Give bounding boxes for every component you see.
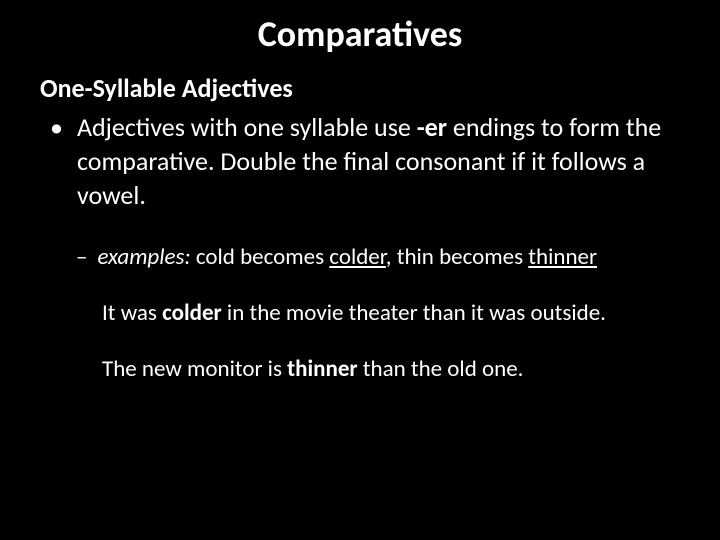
examples-u2: thinner: [528, 243, 597, 271]
bullet-bold-er: -er: [417, 111, 447, 143]
slide-title: Comparatives: [40, 12, 680, 56]
examples-t1: cold becomes: [191, 243, 330, 271]
s1-t2: in the movie theater than it was outside…: [222, 299, 606, 327]
examples-label: examples:: [97, 243, 190, 271]
main-bullet: • Adjectives with one syllable use -er e…: [40, 110, 680, 212]
examples-text: examples: cold becomes colder, thin beco…: [97, 242, 597, 272]
bullet-icon: •: [50, 110, 63, 144]
section-subtitle: One-Syllable Adjectives: [40, 72, 680, 104]
s2-t2: than the old one.: [358, 355, 524, 383]
example-sentence-2: The new monitor is thinner than the old …: [102, 354, 680, 384]
s1-bold: colder: [162, 299, 222, 327]
s2-t1: The new monitor is: [102, 355, 287, 383]
examples-t2: , thin becomes: [386, 243, 529, 271]
bullet-text: Adjectives with one syllable use -er end…: [77, 110, 680, 212]
example-sentence-1: It was colder in the movie theater than …: [102, 298, 680, 328]
dash-icon: –: [76, 242, 87, 272]
s2-bold: thinner: [287, 355, 357, 383]
bullet-part1: Adjectives with one syllable use: [77, 111, 417, 143]
slide: Comparatives One-Syllable Adjectives • A…: [0, 0, 720, 540]
examples-u1: colder: [329, 243, 386, 271]
examples-row: – examples: cold becomes colder, thin be…: [76, 242, 680, 272]
s1-t1: It was: [102, 299, 162, 327]
